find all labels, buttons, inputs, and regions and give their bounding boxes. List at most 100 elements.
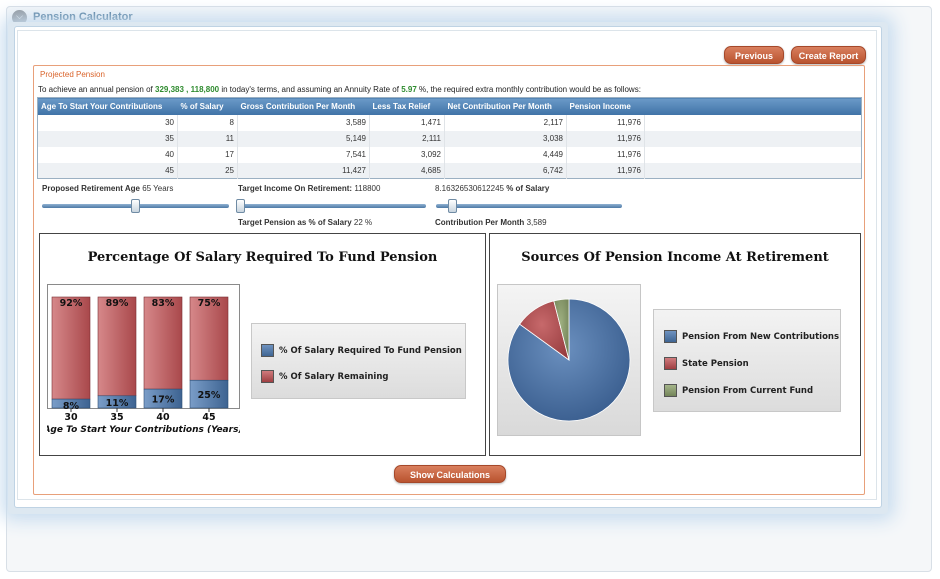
table-cell: 8	[177, 114, 238, 131]
table-cell-filler	[645, 147, 862, 163]
salary-chart-legend: % Of Salary Required To Fund Pension % O…	[251, 323, 466, 399]
table-cell: 5,149	[237, 130, 370, 147]
target-pension-slider[interactable]	[236, 199, 426, 213]
bar-label-remaining: 75%	[198, 298, 221, 309]
table-cell: 3,092	[369, 146, 445, 163]
table-cell: 4,685	[369, 162, 445, 179]
bar-remaining	[97, 296, 137, 397]
legend-label-state-pension: State Pension	[682, 358, 749, 369]
previous-button[interactable]: Previous	[724, 46, 784, 64]
pension-sep: ,	[186, 85, 189, 94]
table-cell: 11,976	[566, 146, 645, 163]
table-cell: 2,111	[369, 130, 445, 147]
legend-label-new-contributions: Pension From New Contributions	[682, 331, 840, 342]
salary-pct-label: % of Salary	[506, 184, 550, 193]
create-report-button[interactable]: Create Report	[791, 46, 866, 64]
intro-middle: in today's terms, and assuming an Annuit…	[221, 85, 399, 94]
intro-suffix: %, the required extra monthly contributi…	[419, 85, 641, 94]
table-cell: 30	[37, 114, 178, 131]
pension-value-2: 118,800	[190, 85, 220, 94]
retirement-age-value: 65	[142, 184, 152, 193]
legend-item-required: % Of Salary Required To Fund Pension	[261, 344, 462, 357]
table-cell: 1,471	[369, 114, 445, 131]
table-cell: 25	[177, 162, 238, 179]
bar-label-remaining: 92%	[60, 298, 83, 309]
show-calculations-button[interactable]: Show Calculations	[394, 465, 506, 483]
contributions-table: Age To Start Your Contributions % of Sal…	[37, 97, 862, 179]
bar-remaining	[51, 296, 91, 400]
pension-value-1: 329,383	[155, 85, 184, 94]
table-cell: 11,976	[566, 114, 645, 131]
salary-bar-chart: 92% 8%30 89% 11% 35 83% 17% 40 75% 25% 45 Age To St…	[47, 284, 240, 434]
retirement-age-unit: Years	[153, 184, 174, 193]
bar-remaining	[143, 296, 183, 390]
x-tick-label: 45	[202, 412, 215, 423]
bar-label-required: 11%	[106, 398, 129, 409]
legend-item-remaining: % Of Salary Remaining	[261, 370, 388, 383]
target-income-readout: Target Income On Retirement: 118800	[238, 184, 380, 193]
annuity-rate: 5.97	[401, 85, 417, 94]
collapse-chevron-icon[interactable]: ⌵	[12, 9, 27, 25]
x-axis-label: Age To Start Your Contributions (Years)	[47, 425, 240, 434]
target-pension-value: 22	[353, 218, 363, 227]
retirement-age-slider-thumb[interactable]	[131, 199, 140, 213]
bar-label-remaining: 83%	[152, 298, 175, 309]
table-cell: 45	[37, 162, 178, 179]
target-income-value: 118800	[354, 184, 381, 193]
salary-pct-readout: 8.16326530612245 % of Salary	[435, 184, 549, 193]
contribution-slider[interactable]	[436, 199, 622, 213]
contribution-readout: Contribution Per Month 3,589	[435, 218, 547, 227]
window-title: Pension Calculator	[33, 11, 133, 23]
legend-swatch-blue	[261, 344, 274, 357]
table-cell-filler	[644, 162, 862, 179]
legend-swatch-green	[664, 384, 677, 397]
col-header-filler	[644, 97, 862, 115]
contribution-label: Contribution Per Month	[435, 218, 525, 227]
legend-swatch-red	[261, 370, 274, 383]
intro-text: To achieve an annual pension of 329,383 …	[38, 85, 641, 94]
target-pension-slider-thumb[interactable]	[236, 199, 245, 213]
contribution-slider-thumb[interactable]	[448, 199, 458, 213]
target-pension-readout: Target Pension as % of Salary 22 %	[238, 218, 372, 227]
legend-item-current-fund: Pension From Current Fund	[664, 384, 813, 397]
legend-swatch-blue	[664, 330, 677, 343]
table-cell: 11,976	[566, 130, 645, 147]
table-cell: 35	[37, 130, 178, 147]
table-cell: 11,427	[237, 162, 370, 179]
legend-label-required: % Of Salary Required To Fund Pension	[279, 345, 462, 356]
legend-label-remaining: % Of Salary Remaining	[279, 371, 389, 382]
legend-item-state-pension: State Pension	[664, 357, 749, 370]
x-tick-label: 40	[156, 412, 170, 423]
intro-prefix: To achieve an annual pension of	[38, 85, 153, 94]
table-cell: 2,117	[444, 114, 567, 131]
table-header-row: Age To Start Your Contributions % of Sal…	[37, 97, 862, 115]
table-cell: 3,589	[237, 114, 370, 131]
window-titlebar: ⌵ Pension Calculator	[6, 6, 932, 28]
salary-pct-value: 8.16326530612245	[435, 184, 504, 193]
col-header-net[interactable]: Net Contribution Per Month	[444, 97, 567, 115]
table-cell: 11,976	[566, 162, 645, 179]
retirement-age-slider[interactable]	[42, 199, 229, 213]
table-row: 30 8 3,589 1,471 2,117 11,976	[37, 114, 862, 131]
target-pension-label: Target Pension as % of Salary	[238, 218, 352, 227]
income-pie-chart	[507, 298, 631, 422]
table-cell: 3,038	[444, 130, 567, 147]
col-header-gross[interactable]: Gross Contribution Per Month	[237, 97, 370, 115]
table-cell-filler	[645, 115, 862, 131]
col-header-pension-income[interactable]: Pension Income	[566, 97, 645, 115]
bar-label-required: 17%	[152, 395, 175, 406]
retirement-age-label: Proposed Retirement Age	[42, 184, 140, 193]
bar-label-remaining: 89%	[106, 298, 129, 309]
col-header-tax-relief[interactable]: Less Tax Relief	[369, 97, 445, 115]
col-header-age[interactable]: Age To Start Your Contributions	[37, 97, 178, 115]
bar-label-required: 8%	[63, 401, 80, 412]
target-pension-unit: %	[365, 218, 373, 227]
projected-pension-group	[33, 65, 865, 495]
retirement-age-readout: Proposed Retirement Age 65 Years	[42, 184, 173, 193]
col-header-salary-pct[interactable]: % of Salary	[177, 97, 238, 115]
income-chart-title: Sources Of Pension Income At Retirement	[521, 250, 829, 265]
legend-swatch-red	[664, 357, 677, 370]
section-title: Projected Pension	[38, 70, 107, 79]
table-cell: 17	[177, 146, 238, 163]
table-cell: 11	[177, 130, 238, 147]
